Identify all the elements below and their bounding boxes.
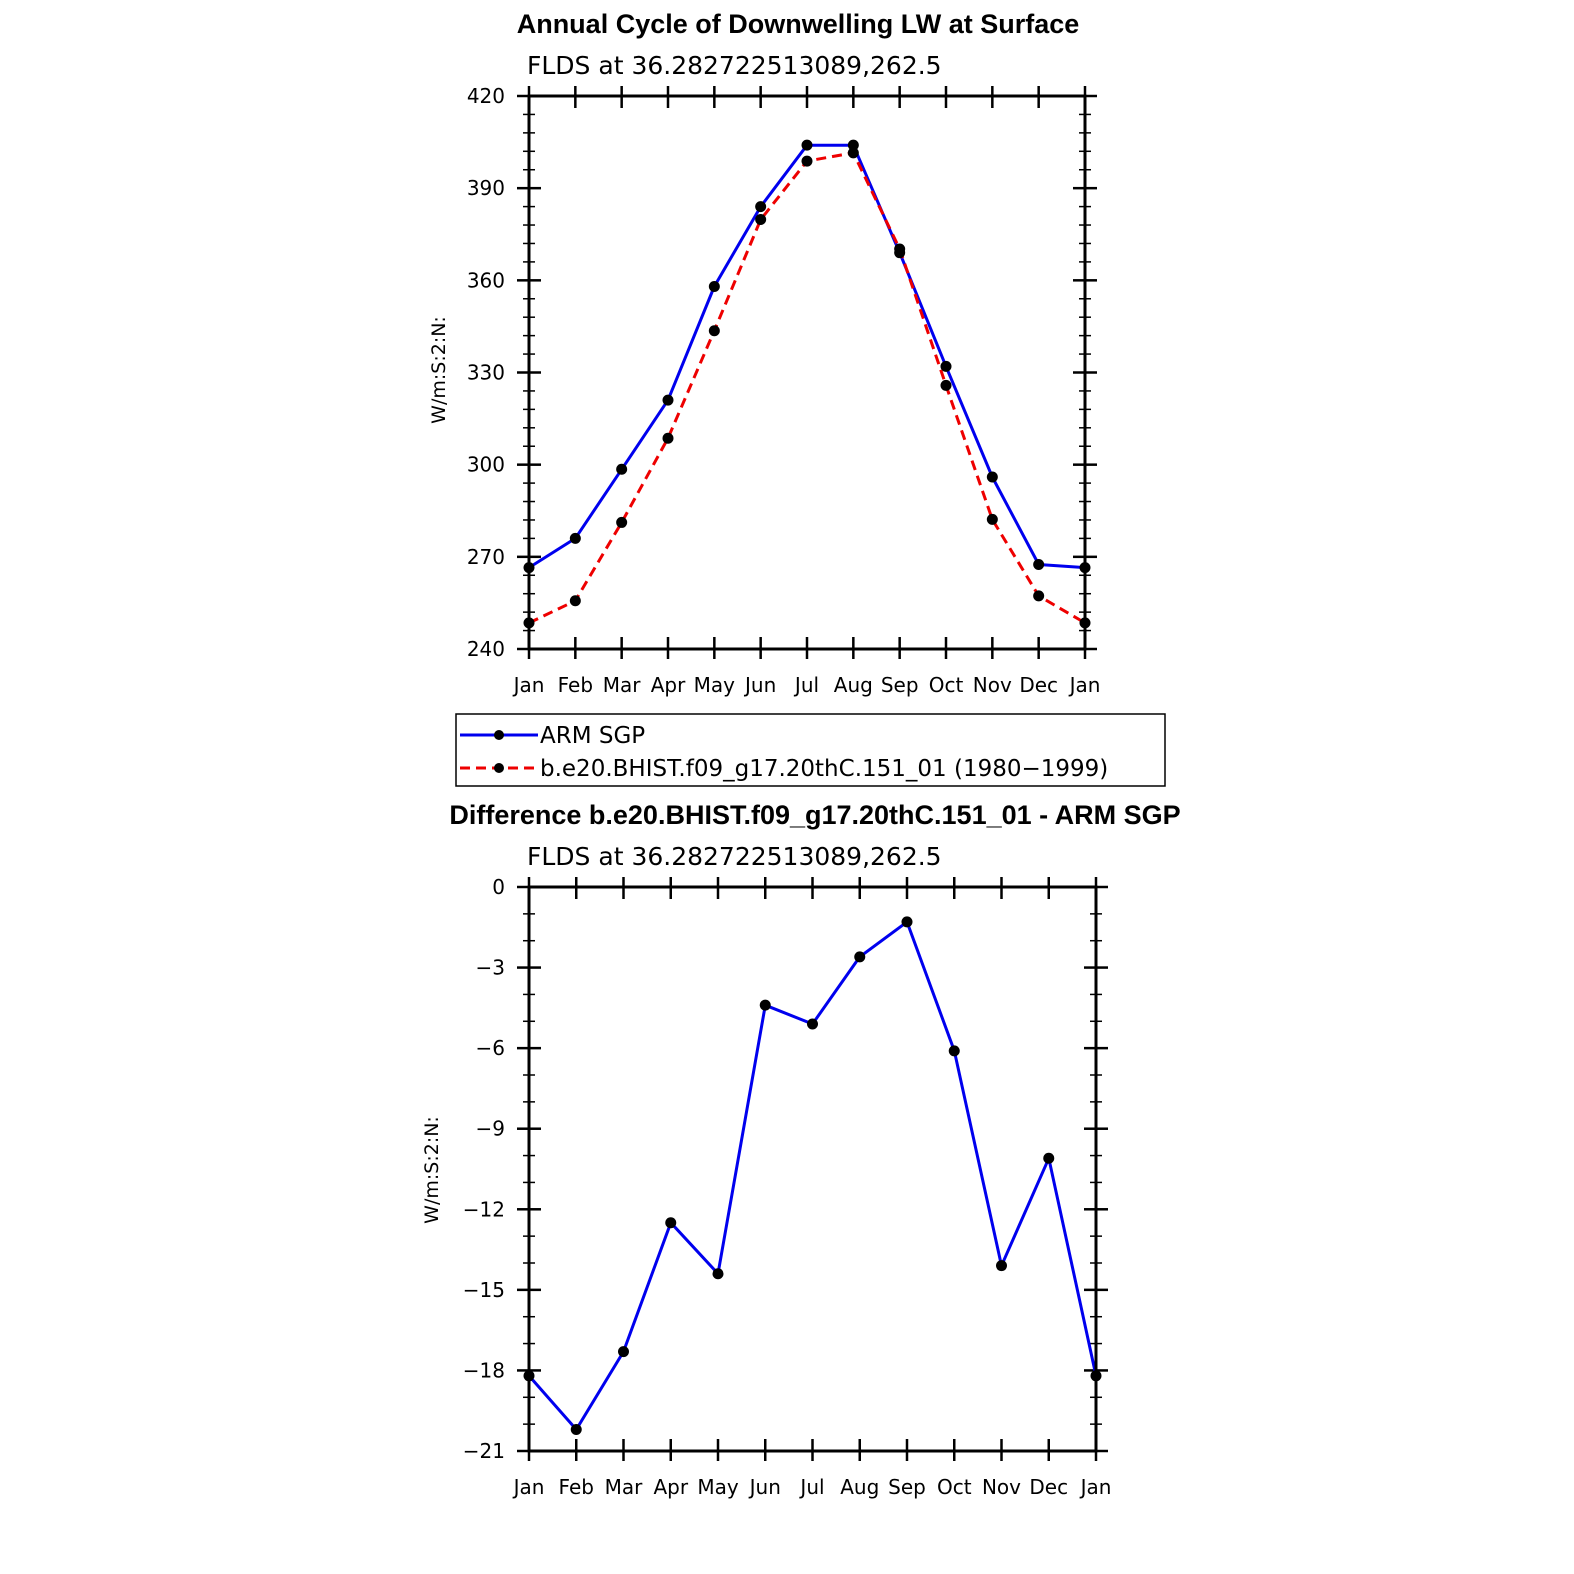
y-axis-label: W/m:S:2:N: bbox=[421, 1116, 443, 1224]
data-point bbox=[712, 1268, 724, 1280]
data-point bbox=[847, 147, 859, 159]
data-point bbox=[894, 243, 906, 255]
y-tick-label: −15 bbox=[463, 1278, 505, 1302]
legend-marker-model bbox=[494, 763, 504, 773]
y-tick-label: 420 bbox=[467, 84, 505, 108]
plot-frame bbox=[527, 94, 1087, 651]
x-tick-label: Dec bbox=[1019, 673, 1058, 697]
legend-label-model: b.e20.BHIST.f09_g17.20thC.151_01 (1980−1… bbox=[540, 756, 1108, 782]
data-point bbox=[948, 1045, 960, 1057]
legend-marker-arm-sgp bbox=[494, 730, 504, 740]
x-tick-label: May bbox=[694, 673, 736, 697]
y-tick-label: 300 bbox=[467, 453, 505, 477]
chart-title: Annual Cycle of Downwelling LW at Surfac… bbox=[517, 9, 1080, 39]
series-line-1 bbox=[528, 151, 1086, 625]
chart-title: Difference b.e20.BHIST.f09_g17.20thC.151… bbox=[449, 800, 1180, 830]
data-point bbox=[1033, 559, 1045, 571]
x-tick-label: Nov bbox=[973, 673, 1012, 697]
data-point bbox=[569, 595, 581, 607]
data-point bbox=[662, 432, 674, 444]
x-tick-label: Mar bbox=[605, 1475, 644, 1499]
y-tick-label: −12 bbox=[463, 1197, 505, 1221]
y-tick-label: 360 bbox=[467, 268, 505, 292]
x-tick-label: Jan bbox=[1079, 1475, 1112, 1499]
x-tick-label: Sep bbox=[881, 673, 919, 697]
x-tick-label: May bbox=[697, 1475, 739, 1499]
data-point bbox=[1043, 1152, 1055, 1164]
x-tick-label: Dec bbox=[1029, 1475, 1068, 1499]
x-tick-label: Aug bbox=[840, 1475, 879, 1499]
data-point bbox=[996, 1260, 1007, 1272]
x-tick-label: Apr bbox=[651, 673, 686, 697]
y-tick-label: −9 bbox=[476, 1117, 505, 1141]
y-tick-label: −6 bbox=[476, 1036, 505, 1060]
y-tick-label: −3 bbox=[476, 956, 505, 980]
y-tick-label: 270 bbox=[467, 545, 505, 569]
legend: ARM SGP b.e20.BHIST.f09_g17.20thC.151_01… bbox=[455, 713, 1166, 787]
data-point bbox=[755, 201, 767, 213]
data-point bbox=[755, 214, 767, 226]
data-point bbox=[847, 139, 859, 151]
x-tick-label: Jan bbox=[512, 1475, 545, 1499]
chart-subtitle: FLDS at 36.282722513089,262.5 bbox=[527, 842, 942, 871]
x-tick-label: Jul bbox=[793, 673, 819, 697]
y-tick-label: 0 bbox=[492, 875, 505, 899]
data-point bbox=[940, 360, 952, 372]
x-tick-label: Feb bbox=[558, 673, 593, 697]
data-point bbox=[807, 1018, 818, 1030]
data-point bbox=[854, 951, 866, 963]
y-tick-label: −18 bbox=[463, 1358, 505, 1382]
data-point bbox=[616, 463, 628, 475]
data-point bbox=[759, 999, 771, 1011]
x-tick-label: Sep bbox=[888, 1475, 926, 1499]
y-axis-label: W/m:S:2:N: bbox=[428, 316, 450, 424]
data-point bbox=[1033, 590, 1045, 602]
data-point bbox=[901, 916, 913, 928]
data-point bbox=[662, 394, 674, 406]
y-tick-label: −21 bbox=[463, 1439, 505, 1463]
chart-subtitle: FLDS at 36.282722513089,262.5 bbox=[527, 51, 942, 80]
x-tick-label: Aug bbox=[834, 673, 873, 697]
x-tick-label: Jul bbox=[798, 1475, 824, 1499]
data-point bbox=[616, 516, 628, 528]
plot-frame bbox=[527, 885, 1098, 1453]
legend-box bbox=[455, 713, 1166, 787]
data-point bbox=[570, 1424, 582, 1436]
data-point bbox=[708, 280, 720, 292]
data-point bbox=[708, 325, 720, 337]
x-tick-label: Nov bbox=[982, 1475, 1021, 1499]
data-point bbox=[665, 1217, 677, 1229]
data-point bbox=[986, 471, 998, 483]
x-tick-label: Jun bbox=[743, 673, 776, 697]
x-tick-label: Apr bbox=[653, 1475, 688, 1499]
chart-annual-cycle: Annual Cycle of Downwelling LW at Surfac… bbox=[428, 9, 1100, 697]
legend-label-arm-sgp: ARM SGP bbox=[540, 723, 645, 749]
series-line-0 bbox=[527, 920, 1098, 1431]
chart-difference: Difference b.e20.BHIST.f09_g17.20thC.151… bbox=[421, 800, 1181, 1499]
x-tick-label: Jan bbox=[1068, 673, 1101, 697]
x-tick-label: Jan bbox=[512, 673, 545, 697]
y-tick-label: 240 bbox=[467, 637, 505, 661]
data-point bbox=[940, 379, 952, 391]
data-point bbox=[569, 532, 581, 544]
data-point bbox=[801, 155, 813, 167]
x-tick-label: Mar bbox=[603, 673, 642, 697]
series-line-0 bbox=[528, 143, 1086, 570]
y-tick-label: 330 bbox=[467, 361, 505, 385]
data-point bbox=[801, 139, 813, 151]
x-tick-label: Oct bbox=[929, 673, 964, 697]
x-tick-label: Jun bbox=[748, 1475, 781, 1499]
y-tick-label: 390 bbox=[467, 176, 505, 200]
x-tick-label: Feb bbox=[559, 1475, 594, 1499]
data-point bbox=[618, 1346, 629, 1358]
data-point bbox=[986, 513, 998, 525]
x-tick-label: Oct bbox=[937, 1475, 972, 1499]
